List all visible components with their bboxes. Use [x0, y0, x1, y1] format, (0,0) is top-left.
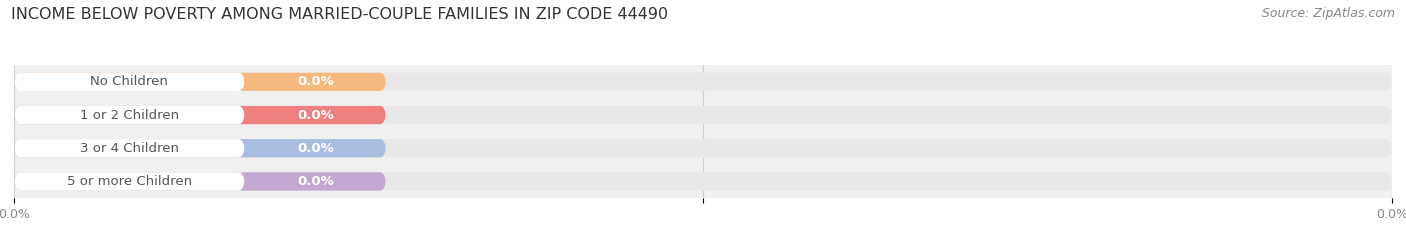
Text: 1 or 2 Children: 1 or 2 Children	[80, 109, 179, 122]
FancyBboxPatch shape	[14, 73, 1392, 91]
FancyBboxPatch shape	[14, 106, 387, 124]
FancyBboxPatch shape	[14, 172, 1392, 191]
Text: 0.0%: 0.0%	[297, 75, 333, 88]
FancyBboxPatch shape	[14, 106, 245, 124]
FancyBboxPatch shape	[14, 139, 245, 157]
FancyBboxPatch shape	[14, 73, 387, 91]
Text: 0.0%: 0.0%	[297, 175, 333, 188]
Text: 5 or more Children: 5 or more Children	[67, 175, 193, 188]
FancyBboxPatch shape	[14, 139, 1392, 157]
FancyBboxPatch shape	[14, 106, 1392, 124]
FancyBboxPatch shape	[14, 172, 245, 191]
FancyBboxPatch shape	[14, 73, 245, 91]
Text: INCOME BELOW POVERTY AMONG MARRIED-COUPLE FAMILIES IN ZIP CODE 44490: INCOME BELOW POVERTY AMONG MARRIED-COUPL…	[11, 7, 668, 22]
Text: 0.0%: 0.0%	[297, 109, 333, 122]
Text: Source: ZipAtlas.com: Source: ZipAtlas.com	[1261, 7, 1395, 20]
Text: 0.0%: 0.0%	[297, 142, 333, 155]
FancyBboxPatch shape	[14, 139, 387, 157]
Text: No Children: No Children	[90, 75, 169, 88]
Text: 3 or 4 Children: 3 or 4 Children	[80, 142, 179, 155]
FancyBboxPatch shape	[14, 172, 387, 191]
